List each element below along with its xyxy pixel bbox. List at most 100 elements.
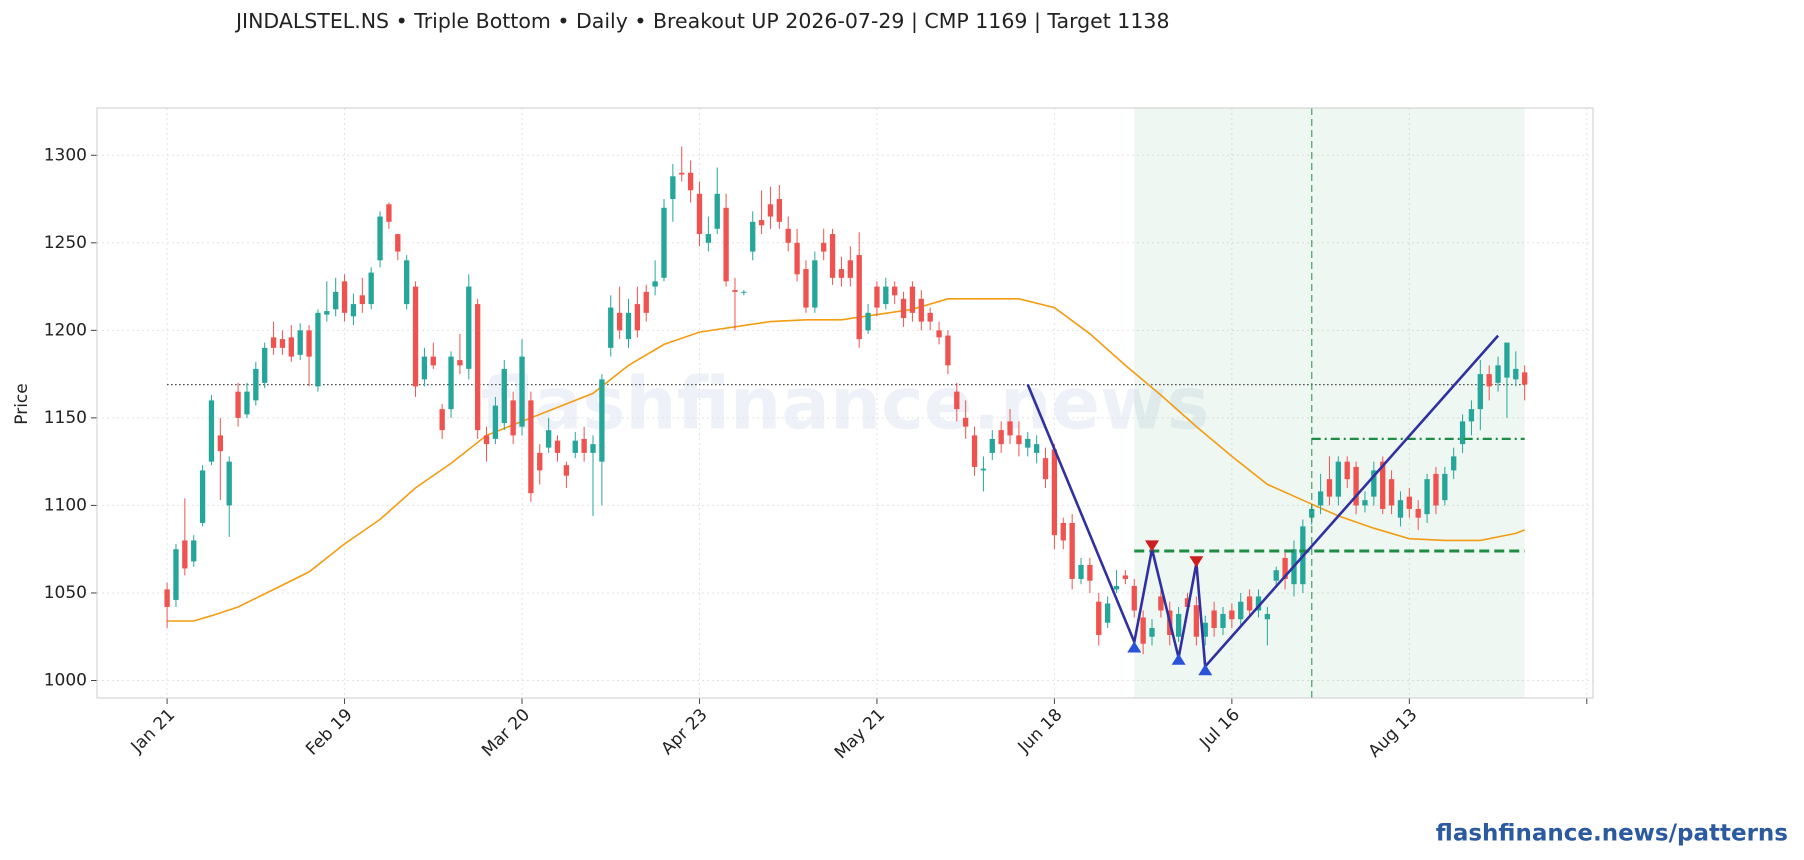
- candle-body: [1335, 461, 1342, 497]
- candle-body: [829, 234, 836, 278]
- candle-body: [1486, 374, 1492, 387]
- candle-body: [1513, 368, 1519, 380]
- candle-body: [1175, 613, 1182, 637]
- candle-body: [980, 468, 987, 471]
- candle-body: [812, 260, 818, 308]
- y-tick-label: 1100: [44, 495, 87, 515]
- candle-body: [1193, 605, 1200, 637]
- y-tick-label: 1050: [44, 583, 87, 603]
- candle-body: [315, 312, 321, 387]
- footer: flashfinance.news/patterns: [1436, 821, 1788, 847]
- candle-body: [1495, 365, 1501, 383]
- candle-body: [1424, 479, 1430, 515]
- candle-body: [404, 260, 410, 305]
- candle-body: [1051, 449, 1058, 536]
- candle-body: [244, 391, 250, 415]
- candle-body: [1229, 610, 1235, 620]
- candle-body: [1238, 601, 1244, 620]
- candle-body: [1451, 456, 1457, 471]
- candle-body: [412, 286, 419, 387]
- candle-body: [608, 307, 614, 348]
- candle-body: [1468, 409, 1475, 422]
- candle-body: [199, 470, 206, 523]
- trough-marker: [1171, 653, 1186, 665]
- candle-body: [466, 286, 472, 369]
- pattern-zone: [1134, 108, 1525, 698]
- candle-body: [1362, 500, 1368, 506]
- candle-body: [803, 269, 809, 308]
- candle-body: [1273, 570, 1279, 581]
- candle-body: [794, 242, 800, 275]
- candle-body: [758, 220, 765, 226]
- candle-body: [750, 221, 756, 252]
- candle-body: [1113, 585, 1120, 590]
- candle-body: [173, 549, 179, 600]
- candle-body: [501, 368, 507, 424]
- y-tick-label: 1300: [44, 145, 87, 165]
- candle-body: [1477, 374, 1483, 410]
- candle-body: [1131, 585, 1137, 611]
- candle-body: [217, 435, 223, 452]
- watermark: flashfinance.news: [481, 362, 1210, 446]
- candle-body: [1459, 421, 1466, 445]
- candle-body: [599, 379, 605, 462]
- candle-body: [341, 281, 348, 313]
- candle-body: [1122, 575, 1129, 579]
- candle-body: [297, 330, 303, 355]
- candle-body: [705, 234, 712, 243]
- candle-body: [253, 368, 259, 401]
- candle-body: [687, 172, 694, 191]
- candle-body: [927, 312, 933, 322]
- candle-body: [1246, 596, 1253, 611]
- candle-body: [1060, 522, 1066, 541]
- candle-body: [723, 207, 729, 282]
- candle-body: [279, 339, 286, 348]
- candle-body: [386, 204, 392, 222]
- candle-body: [1504, 342, 1510, 378]
- candle-body: [1433, 473, 1439, 506]
- candle-body: [909, 286, 916, 313]
- candle-body: [270, 337, 277, 348]
- candle-body: [1220, 613, 1226, 628]
- candle-body: [226, 461, 232, 506]
- candle-body: [1025, 438, 1031, 448]
- candle-body: [439, 409, 445, 431]
- candle-body: [1158, 596, 1164, 611]
- candle-body: [767, 204, 774, 217]
- candle-body: [1096, 601, 1102, 635]
- candle-body: [1380, 461, 1386, 509]
- candle-body: [368, 272, 374, 305]
- candle-body: [1442, 473, 1448, 501]
- candle-body: [306, 330, 312, 357]
- candle-body: [1397, 500, 1404, 518]
- candle-body: [696, 193, 703, 235]
- candle-body: [785, 228, 791, 243]
- candle-body: [1184, 598, 1191, 607]
- y-tick-label: 1000: [44, 670, 87, 690]
- candle-body: [563, 465, 570, 476]
- candle-body: [430, 356, 436, 366]
- candle-body: [590, 444, 596, 453]
- candle-body: [954, 391, 960, 410]
- candle-body: [350, 304, 357, 317]
- candle-body: [1317, 491, 1324, 506]
- candle-body: [945, 335, 951, 366]
- candle-body: [1104, 603, 1111, 623]
- candle-body: [1211, 610, 1217, 628]
- candle-body: [1371, 470, 1377, 497]
- candle-body: [448, 356, 454, 410]
- candle-body: [883, 286, 889, 305]
- candle-body: [989, 438, 995, 453]
- candle-body: [208, 400, 215, 462]
- candle-body: [670, 176, 676, 200]
- candle-body: [581, 438, 587, 453]
- peak-marker: [1145, 540, 1160, 552]
- candle-body: [1522, 372, 1528, 385]
- candle-body: [359, 295, 365, 305]
- y-tick-label: 1250: [44, 233, 87, 253]
- candle-body: [865, 312, 871, 331]
- candle-body: [741, 291, 747, 293]
- candle-body: [732, 290, 738, 292]
- candle-body: [652, 281, 658, 287]
- candle-body: [1388, 479, 1395, 506]
